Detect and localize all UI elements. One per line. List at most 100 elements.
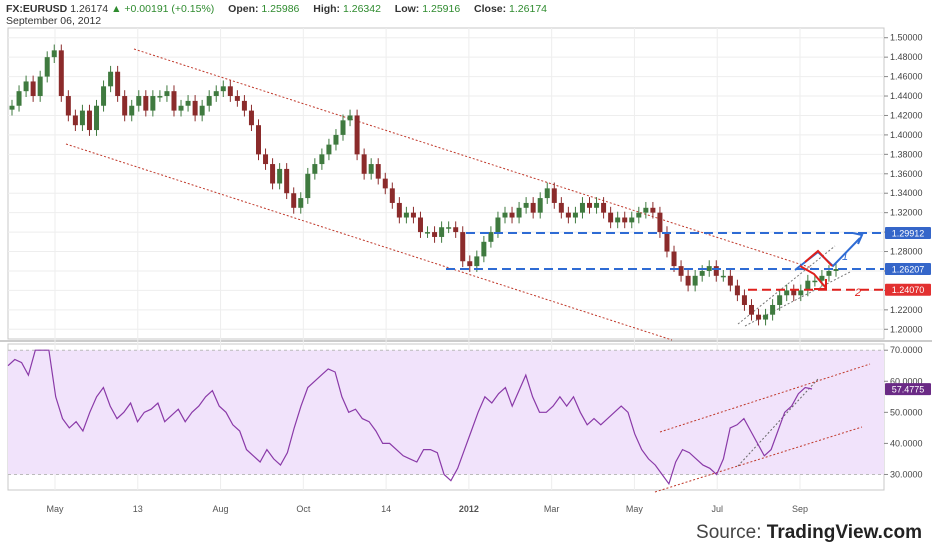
candle-body — [488, 232, 494, 242]
candle-body — [734, 285, 740, 296]
candle-body — [396, 202, 402, 218]
scenario-arrowhead-down — [814, 279, 827, 290]
x-tick-label: Mar — [544, 504, 560, 514]
candle-body — [544, 188, 550, 199]
candle-body — [798, 290, 804, 296]
candle-body — [150, 96, 156, 111]
candle-body — [241, 100, 247, 111]
price-tick-label: 1.50000 — [890, 33, 923, 43]
rsi-trend-upper — [659, 363, 871, 433]
level-flag-label: 1.29912 — [892, 228, 925, 238]
source-credit: Source: TradingView.com — [696, 522, 922, 544]
candle-body — [115, 71, 121, 97]
low-value: 1.25916 — [422, 3, 461, 15]
candle-body — [305, 173, 311, 199]
candle-body — [748, 304, 754, 315]
candle-body — [94, 105, 100, 131]
candle-body — [382, 178, 388, 189]
candle-body — [72, 115, 78, 126]
candle-body — [558, 202, 564, 213]
candle-body — [671, 251, 677, 267]
open-label: Open: — [228, 3, 259, 15]
rsi-trend-lower — [654, 426, 863, 493]
candle-body — [368, 164, 374, 174]
scenario-peak — [804, 249, 833, 267]
candle-body — [460, 232, 466, 262]
candle-body — [340, 120, 346, 135]
candle-body — [657, 212, 663, 233]
price-tick-label: 1.32000 — [890, 208, 923, 218]
price-tick-label: 1.48000 — [890, 52, 923, 62]
candle-body — [819, 275, 825, 281]
candle-body — [706, 266, 712, 271]
price-tick-label: 1.22000 — [890, 305, 923, 315]
close-value: 1.26174 — [509, 3, 548, 15]
candle-body — [713, 266, 719, 276]
candle-body — [502, 212, 508, 218]
candle-body — [643, 207, 649, 213]
candle-body — [9, 105, 15, 110]
candle-body — [425, 232, 431, 234]
candle-body — [537, 198, 543, 213]
rsi-tick-label: 60.0000 — [890, 376, 923, 386]
candle-body — [192, 100, 198, 116]
candle-body — [298, 198, 304, 208]
rsi-tick-label: 30.0000 — [890, 469, 923, 479]
candle-body — [432, 232, 438, 237]
candle-body — [263, 154, 269, 165]
close-label: Close: — [474, 3, 507, 15]
candle-body — [361, 154, 367, 174]
candle-body — [65, 96, 71, 116]
candle-body — [164, 91, 170, 97]
source-brand: TradingView.com — [766, 522, 922, 543]
candle-body — [157, 96, 163, 98]
candle-body — [826, 270, 832, 276]
candle-body — [270, 164, 276, 184]
candle-body — [833, 269, 839, 271]
level-flag — [885, 226, 931, 239]
price-tick-label: 1.36000 — [890, 169, 923, 179]
open-value: 1.25986 — [261, 3, 300, 15]
candle-body — [347, 115, 353, 121]
candle-body — [312, 164, 318, 174]
rsi-value-label: 57.4775 — [892, 385, 925, 395]
candle-body — [530, 202, 536, 213]
candle-body — [629, 217, 635, 223]
candle-body — [572, 212, 578, 218]
candle-body — [608, 212, 614, 223]
candle-body — [678, 266, 684, 276]
level-flag-label: 1.26207 — [892, 264, 925, 274]
candle-body — [79, 110, 85, 126]
candle-body — [136, 96, 142, 106]
x-tick-label: Aug — [213, 504, 229, 514]
candle-body — [178, 105, 184, 111]
candle-body — [16, 91, 22, 106]
wedge-upper-line — [737, 245, 836, 325]
x-tick-label: 2012 — [459, 504, 479, 514]
rsi-tick-label: 50.0000 — [890, 407, 923, 417]
candle-body — [354, 115, 360, 155]
channel-upper-line — [133, 48, 813, 269]
candle-body — [756, 314, 762, 320]
candle-body — [777, 295, 783, 305]
candle-body — [234, 96, 240, 101]
candle-body — [44, 57, 50, 77]
price-change: +0.00191 (+0.15%) — [124, 3, 215, 15]
candle-body — [453, 227, 459, 233]
candle-body — [699, 270, 705, 276]
candle-body — [594, 202, 600, 208]
candle-body — [495, 217, 501, 233]
candle-body — [741, 295, 747, 305]
x-tick-label: Sep — [792, 504, 808, 514]
x-tick-label: May — [626, 504, 644, 514]
rsi-value-flag — [885, 383, 931, 396]
symbol-label: FX:EURUSD — [6, 3, 68, 15]
level-flag — [885, 283, 931, 296]
x-tick-label: Jul — [711, 504, 723, 514]
level-flag-label: 1.24070 — [892, 285, 925, 295]
candle-body — [770, 304, 776, 315]
candle-body — [601, 202, 607, 213]
candle-body — [37, 76, 43, 97]
candle-body — [551, 188, 557, 203]
